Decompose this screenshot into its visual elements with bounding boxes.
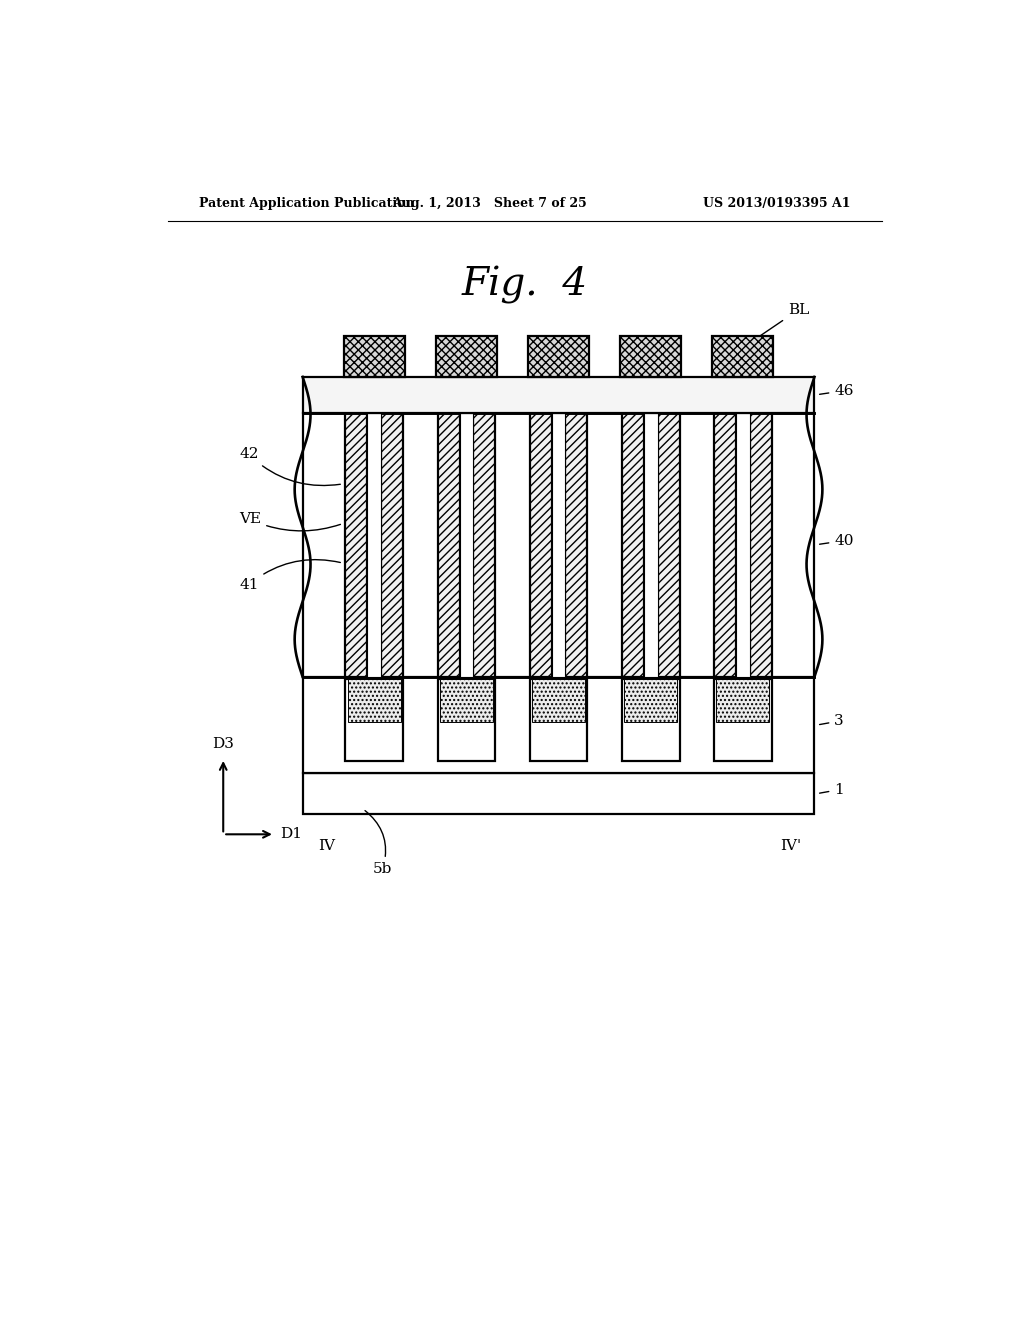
Bar bbox=[735, 413, 750, 677]
Bar bbox=[345, 678, 403, 762]
Bar bbox=[529, 678, 588, 762]
Bar bbox=[622, 678, 680, 762]
Text: 41: 41 bbox=[240, 560, 340, 591]
Bar bbox=[529, 413, 552, 677]
Bar bbox=[303, 677, 814, 774]
Bar bbox=[750, 413, 772, 677]
Bar bbox=[716, 678, 769, 722]
Bar bbox=[657, 413, 680, 677]
Bar bbox=[344, 337, 404, 378]
Bar bbox=[368, 413, 381, 677]
Text: D3: D3 bbox=[212, 737, 234, 751]
Bar bbox=[381, 413, 403, 677]
Bar bbox=[348, 678, 401, 722]
Bar bbox=[620, 337, 681, 378]
Bar bbox=[303, 378, 814, 412]
Bar bbox=[436, 337, 497, 378]
Text: Aug. 1, 2013   Sheet 7 of 25: Aug. 1, 2013 Sheet 7 of 25 bbox=[392, 197, 587, 210]
Text: 5b: 5b bbox=[365, 810, 392, 876]
Text: IV: IV bbox=[317, 840, 335, 854]
Text: Patent Application Publication: Patent Application Publication bbox=[200, 197, 415, 210]
Bar bbox=[714, 413, 735, 677]
Bar bbox=[528, 337, 589, 378]
Bar bbox=[712, 337, 773, 378]
Text: BL: BL bbox=[755, 302, 809, 339]
Bar bbox=[714, 678, 772, 762]
Text: 46: 46 bbox=[819, 384, 854, 397]
Bar bbox=[624, 678, 677, 722]
Text: D1: D1 bbox=[281, 828, 302, 841]
Bar bbox=[437, 678, 496, 762]
Bar bbox=[473, 413, 496, 677]
Text: Fig.  4: Fig. 4 bbox=[462, 267, 588, 305]
Bar bbox=[565, 413, 588, 677]
Text: 1: 1 bbox=[819, 783, 844, 797]
Text: 3: 3 bbox=[819, 714, 844, 729]
Text: 40: 40 bbox=[819, 533, 854, 548]
Bar bbox=[531, 678, 585, 722]
Bar bbox=[303, 413, 814, 677]
Bar bbox=[440, 678, 494, 722]
Bar bbox=[437, 413, 460, 677]
Bar bbox=[552, 413, 565, 677]
Text: VE: VE bbox=[240, 512, 340, 531]
Bar bbox=[345, 413, 368, 677]
Bar bbox=[622, 413, 644, 677]
Text: US 2013/0193395 A1: US 2013/0193395 A1 bbox=[702, 197, 850, 210]
Bar bbox=[303, 774, 814, 814]
Bar bbox=[460, 413, 473, 677]
Text: IV': IV' bbox=[780, 840, 801, 854]
Text: 42: 42 bbox=[240, 447, 340, 486]
Bar bbox=[644, 413, 657, 677]
